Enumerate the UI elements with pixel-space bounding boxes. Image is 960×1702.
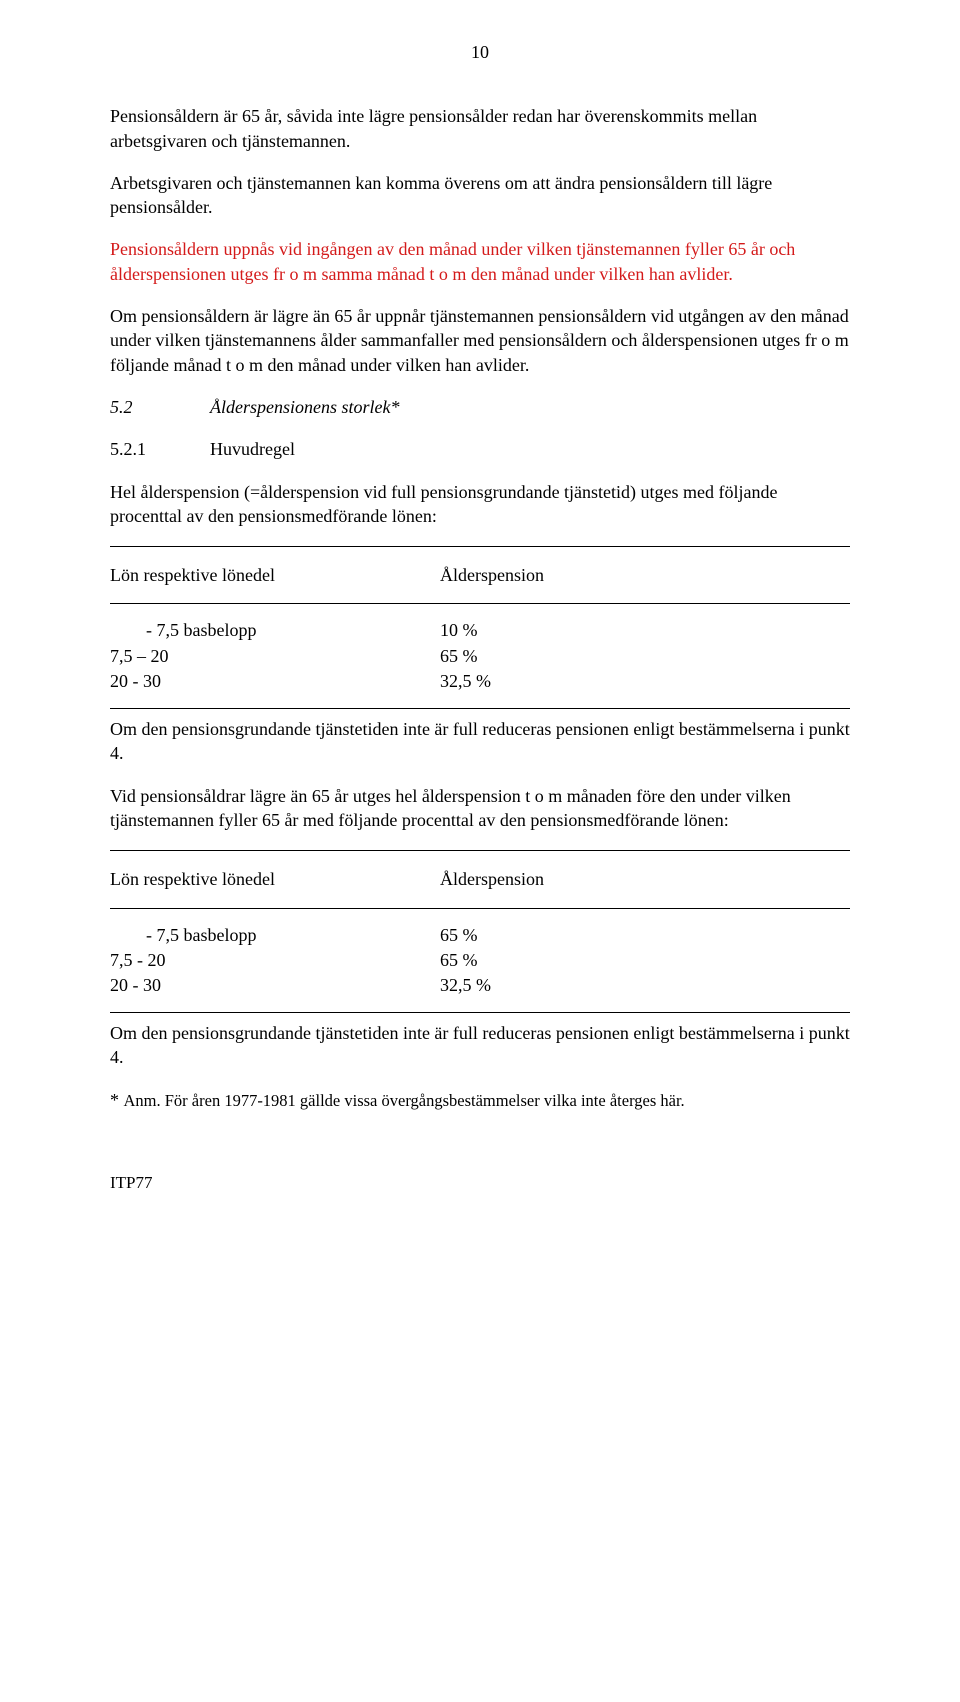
table-cell-left: 20 - 30 (110, 973, 440, 998)
table-rule (110, 1012, 850, 1013)
table-cell-left: 7,5 - 20 (110, 948, 440, 973)
paragraph-2: Arbetsgivaren och tjänstemannen kan komm… (110, 171, 850, 220)
table-data-block: - 7,5 basbelopp 10 % 7,5 – 20 65 % 20 - … (110, 610, 850, 702)
table-cell-right: 32,5 % (440, 669, 850, 694)
document-id: ITP77 (110, 1172, 850, 1195)
section-5-2-heading: 5.2 Ålderspensionens storlek* (110, 395, 850, 419)
paragraph-5: Hel ålderspension (=ålderspension vid fu… (110, 480, 850, 529)
pension-table-2: Lön respektive lönedel Ålderspension - 7… (110, 850, 850, 1013)
section-5-2-number: 5.2 (110, 395, 210, 419)
table-cell-right: 32,5 % (440, 973, 850, 998)
table-cell-left: - 7,5 basbelopp (110, 618, 440, 643)
footnote-text: För åren 1977-1981 gällde vissa övergång… (161, 1091, 685, 1110)
table-header-right: Ålderspension (440, 867, 850, 891)
footnote-marker: * (110, 1090, 119, 1110)
table-cell-right: 10 % (440, 618, 850, 643)
table-rule (110, 850, 850, 851)
table-header-left: Lön respektive lönedel (110, 563, 440, 587)
table-cell-right: 65 % (440, 644, 850, 669)
table-row: 7,5 – 20 65 % (110, 644, 850, 669)
paragraph-4: Om pensionsåldern är lägre än 65 år uppn… (110, 304, 850, 377)
footnote: * Anm. För åren 1977-1981 gällde vissa ö… (110, 1088, 850, 1112)
section-5-2-1-number: 5.2.1 (110, 437, 210, 461)
footnote-prefix: Anm. (124, 1091, 161, 1110)
table-row: 20 - 30 32,5 % (110, 973, 850, 998)
table-rule (110, 546, 850, 547)
section-5-2-1-heading: 5.2.1 Huvudregel (110, 437, 850, 461)
table-row: - 7,5 basbelopp 65 % (110, 923, 850, 948)
pension-table-1: Lön respektive lönedel Ålderspension - 7… (110, 546, 850, 709)
table-row: - 7,5 basbelopp 10 % (110, 618, 850, 643)
paragraph-1: Pensionsåldern är 65 år, såvida inte läg… (110, 104, 850, 153)
table-cell-left: 7,5 – 20 (110, 644, 440, 669)
paragraph-6: Om den pensionsgrundande tjänstetiden in… (110, 717, 850, 766)
section-5-2-1-title: Huvudregel (210, 437, 850, 461)
page-number: 10 (110, 40, 850, 64)
table-rule (110, 908, 850, 909)
paragraph-7: Vid pensionsåldrar lägre än 65 år utges … (110, 784, 850, 833)
table-rule (110, 603, 850, 604)
paragraph-3-red: Pensionsåldern uppnås vid ingången av de… (110, 237, 850, 286)
paragraph-8: Om den pensionsgrundande tjänstetiden in… (110, 1021, 850, 1070)
table-header-row: Lön respektive lönedel Ålderspension (110, 553, 850, 597)
section-5-2-title: Ålderspensionens storlek* (210, 395, 850, 419)
table-data-block: - 7,5 basbelopp 65 % 7,5 - 20 65 % 20 - … (110, 915, 850, 1007)
table-cell-right: 65 % (440, 948, 850, 973)
table-row: 7,5 - 20 65 % (110, 948, 850, 973)
table-header-right: Ålderspension (440, 563, 850, 587)
table-cell-left: 20 - 30 (110, 669, 440, 694)
table-header-row: Lön respektive lönedel Ålderspension (110, 857, 850, 901)
table-cell-left: - 7,5 basbelopp (110, 923, 440, 948)
table-cell-right: 65 % (440, 923, 850, 948)
table-rule (110, 708, 850, 709)
table-row: 20 - 30 32,5 % (110, 669, 850, 694)
table-header-left: Lön respektive lönedel (110, 867, 440, 891)
